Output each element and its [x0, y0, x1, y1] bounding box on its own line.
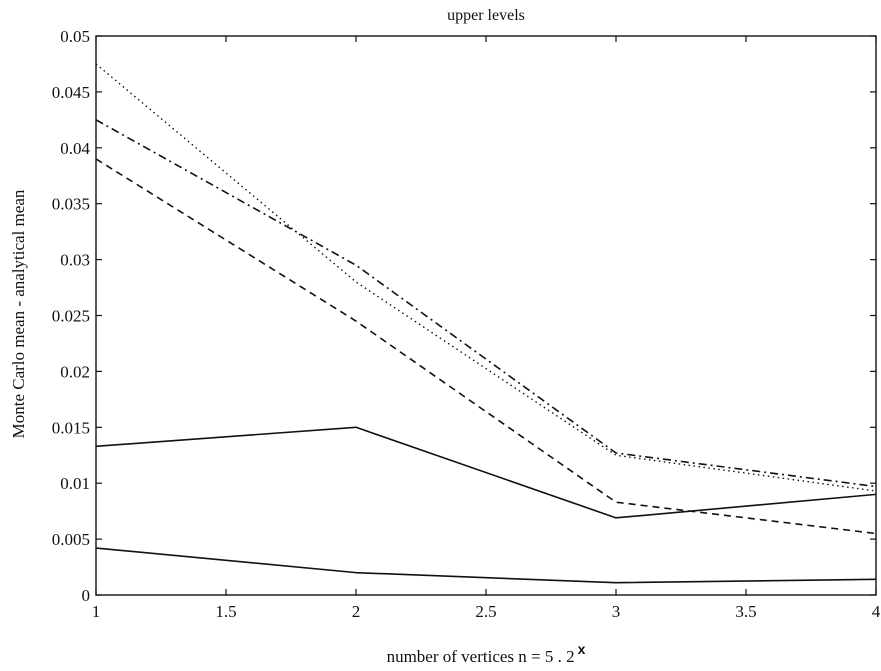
y-axis-title: Monte Carlo mean - analytical mean	[9, 189, 28, 438]
x-tick-label: 1	[92, 602, 101, 621]
x-tick-label: 3	[612, 602, 621, 621]
x-tick-label: 1.5	[215, 602, 236, 621]
series-line-4	[95, 426, 877, 519]
y-axis: 0 0.005 0.01 0.015 0.02 0.025 0.03 0.035 0.04 0.0…	[52, 27, 876, 605]
y-tick-label: 0.05	[60, 27, 90, 46]
series-line-3	[95, 158, 877, 535]
x-axis: 1 1.5 2 2.5 3 3.5 4	[92, 36, 881, 621]
x-tick-label: 4	[872, 602, 881, 621]
x-tick-label: 2	[352, 602, 361, 621]
series-line-1	[95, 63, 877, 492]
y-tick-label: 0.005	[52, 530, 90, 549]
y-tick-label: 0.02	[60, 362, 90, 381]
y-tick-label: 0.015	[52, 418, 90, 437]
x-axis-title-text: number of vertices n = 5 . 2	[387, 647, 575, 666]
y-tick-label: 0.045	[52, 83, 90, 102]
x-axis-title-superscript: x	[578, 641, 586, 657]
series-line-2	[95, 119, 877, 488]
y-tick-label: 0.025	[52, 307, 90, 326]
x-tick-label: 2.5	[475, 602, 496, 621]
plot-frame	[95, 35, 877, 596]
y-tick-label: 0.04	[60, 139, 90, 158]
x-tick-label: 3.5	[735, 602, 756, 621]
chart-title: upper levels	[447, 7, 525, 24]
y-tick-label: 0.03	[60, 251, 90, 270]
y-tick-label: 0.01	[60, 474, 90, 493]
series-line-5	[95, 547, 877, 584]
plot-area	[95, 35, 877, 596]
y-tick-label: 0.035	[52, 195, 90, 214]
y-tick-label: 0	[82, 586, 91, 605]
